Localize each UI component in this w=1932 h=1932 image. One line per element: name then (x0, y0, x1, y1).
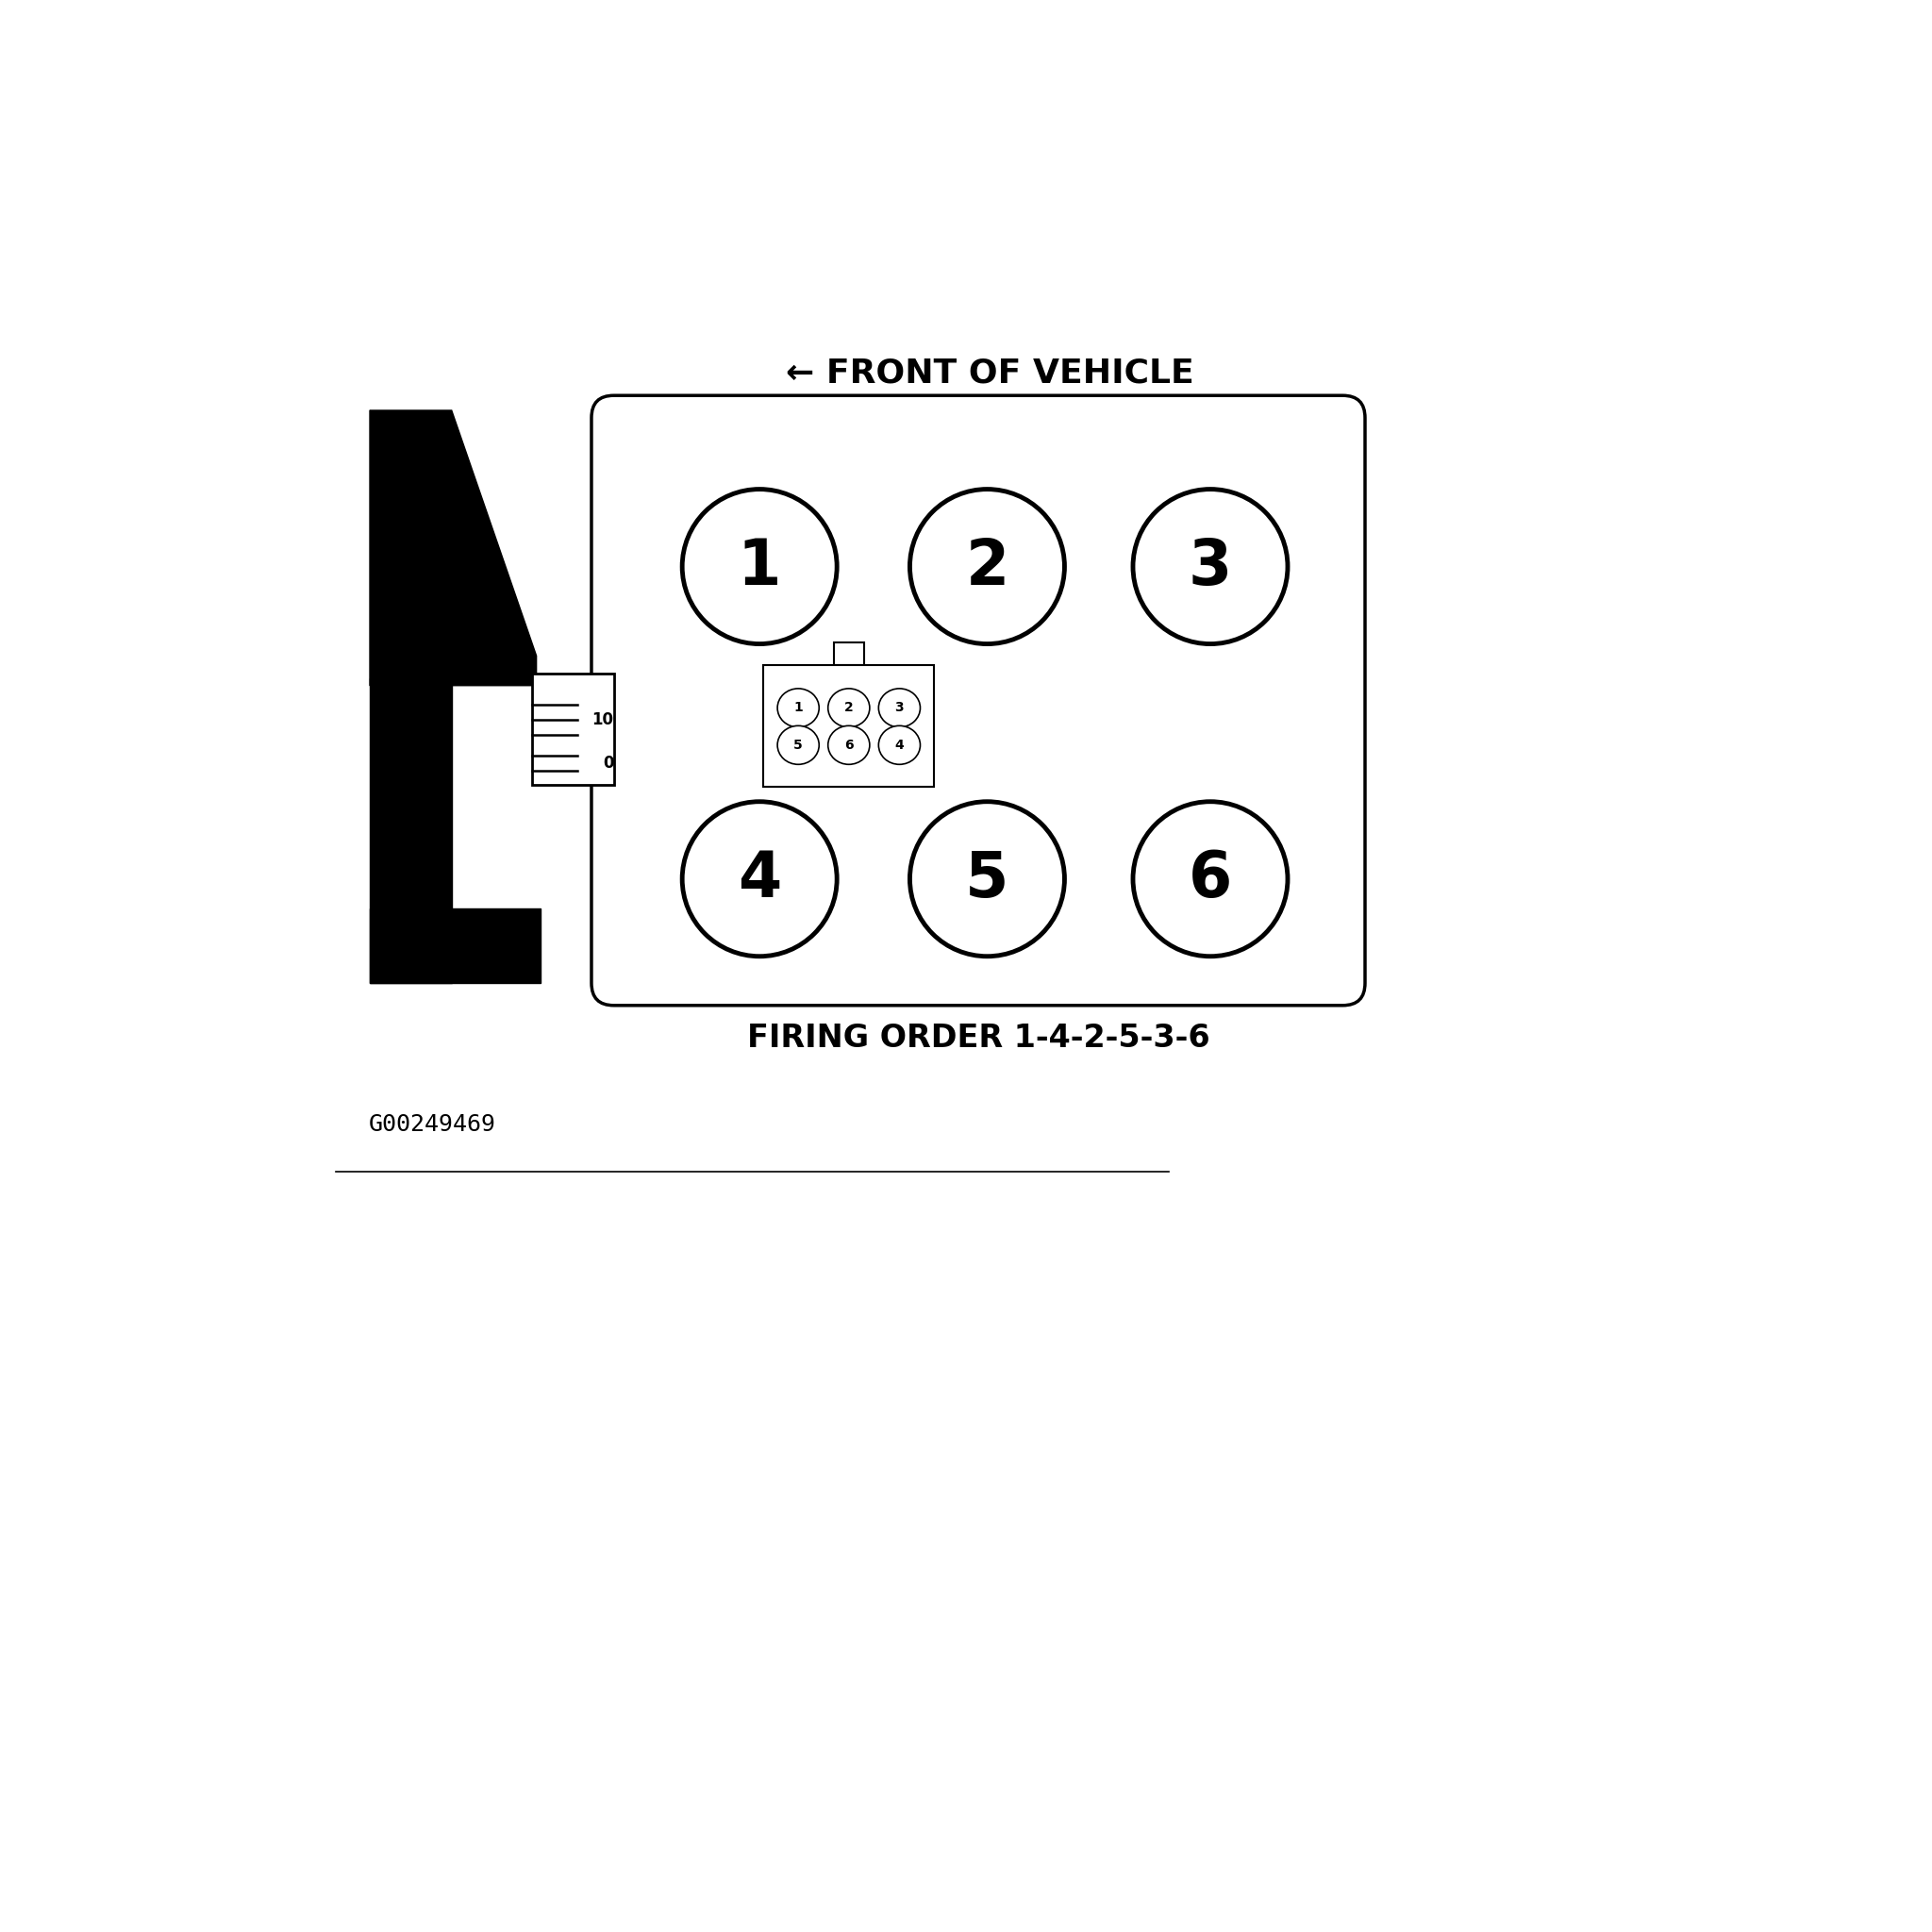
Text: 1: 1 (738, 535, 782, 597)
FancyBboxPatch shape (591, 396, 1366, 1005)
Ellipse shape (829, 726, 869, 765)
Text: ← FRONT OF VEHICLE: ← FRONT OF VEHICLE (786, 357, 1194, 388)
Ellipse shape (1132, 489, 1287, 643)
Bar (835, 643, 864, 665)
Bar (369, 678, 452, 983)
Text: G00249469: G00249469 (369, 1113, 497, 1136)
Bar (369, 908, 541, 983)
Text: 10: 10 (591, 711, 614, 728)
Text: 0: 0 (603, 753, 614, 771)
Text: 5: 5 (966, 848, 1009, 910)
Ellipse shape (777, 688, 819, 726)
Polygon shape (369, 410, 537, 686)
Ellipse shape (910, 802, 1065, 956)
Text: 6: 6 (1188, 848, 1233, 910)
Text: 2: 2 (844, 701, 854, 715)
Text: 2: 2 (966, 535, 1009, 597)
Text: 4: 4 (738, 848, 781, 910)
Text: 3: 3 (895, 701, 904, 715)
Ellipse shape (682, 489, 837, 643)
Text: 3: 3 (1188, 535, 1233, 597)
Bar (531, 674, 614, 784)
Ellipse shape (682, 802, 837, 956)
Text: 1: 1 (794, 701, 804, 715)
Ellipse shape (829, 688, 869, 726)
Ellipse shape (879, 726, 920, 765)
Ellipse shape (777, 726, 819, 765)
Text: 4: 4 (895, 738, 904, 752)
Text: FIRING ORDER 1-4-2-5-3-6: FIRING ORDER 1-4-2-5-3-6 (748, 1022, 1209, 1053)
Ellipse shape (1132, 802, 1287, 956)
Text: 5: 5 (794, 738, 804, 752)
Ellipse shape (910, 489, 1065, 643)
Bar (763, 665, 935, 786)
Text: 6: 6 (844, 738, 854, 752)
Ellipse shape (879, 688, 920, 726)
